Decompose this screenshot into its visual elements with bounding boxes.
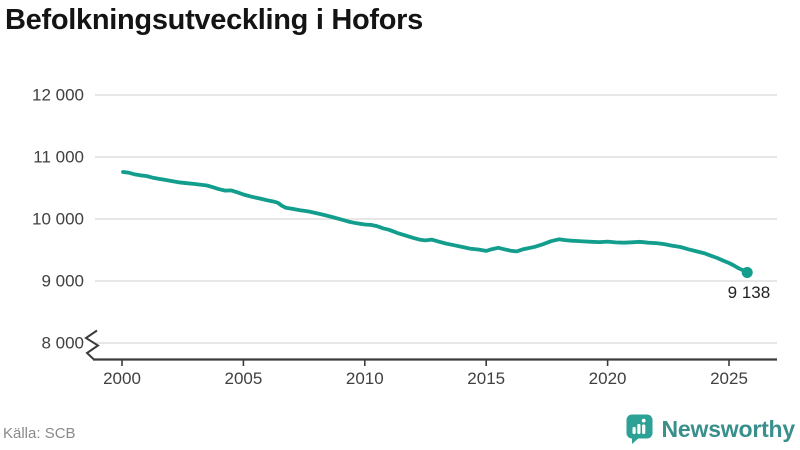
chart-title: Befolkningsutveckling i Hofors	[5, 4, 423, 36]
y-axis-labels: 8 000 9 000 10 000 11 000 12 000	[32, 86, 84, 353]
latest-value-marker: 9 138	[728, 266, 771, 302]
population-line-chart: 8 000 9 000 10 000 11 000 12 000 2000 2005 201…	[32, 86, 777, 388]
newsworthy-logo[interactable]: Newsworthy	[625, 413, 795, 445]
y-tick-label: 10 000	[32, 210, 84, 229]
latest-value-label: 9 138	[728, 283, 771, 302]
y-tick-label: 8 000	[41, 334, 84, 353]
gridlines	[95, 94, 777, 344]
axis-break-glyph	[84, 329, 100, 361]
y-tick-label: 9 000	[41, 272, 84, 291]
axis-break-icon	[84, 329, 100, 361]
population-line	[121, 170, 750, 275]
y-tick-label: 12 000	[32, 86, 84, 105]
x-axis	[93, 358, 777, 366]
newsworthy-icon	[626, 414, 653, 444]
newsworthy-wordmark: Newsworthy	[661, 415, 796, 442]
x-tick-label: 2010	[346, 369, 384, 388]
x-tick-label: 2020	[589, 369, 627, 388]
latest-value-dot	[741, 266, 753, 278]
y-tick-label: 11 000	[33, 148, 84, 167]
source-label: Källa: SCB	[3, 425, 76, 442]
x-axis-labels: 2000 2005 2010 2015 2020 2025	[103, 369, 748, 388]
x-tick-label: 2000	[103, 369, 141, 388]
data-line	[121, 170, 750, 275]
x-tick-label: 2015	[467, 369, 505, 388]
x-tick-label: 2025	[710, 369, 748, 388]
x-tick-label: 2005	[224, 369, 262, 388]
